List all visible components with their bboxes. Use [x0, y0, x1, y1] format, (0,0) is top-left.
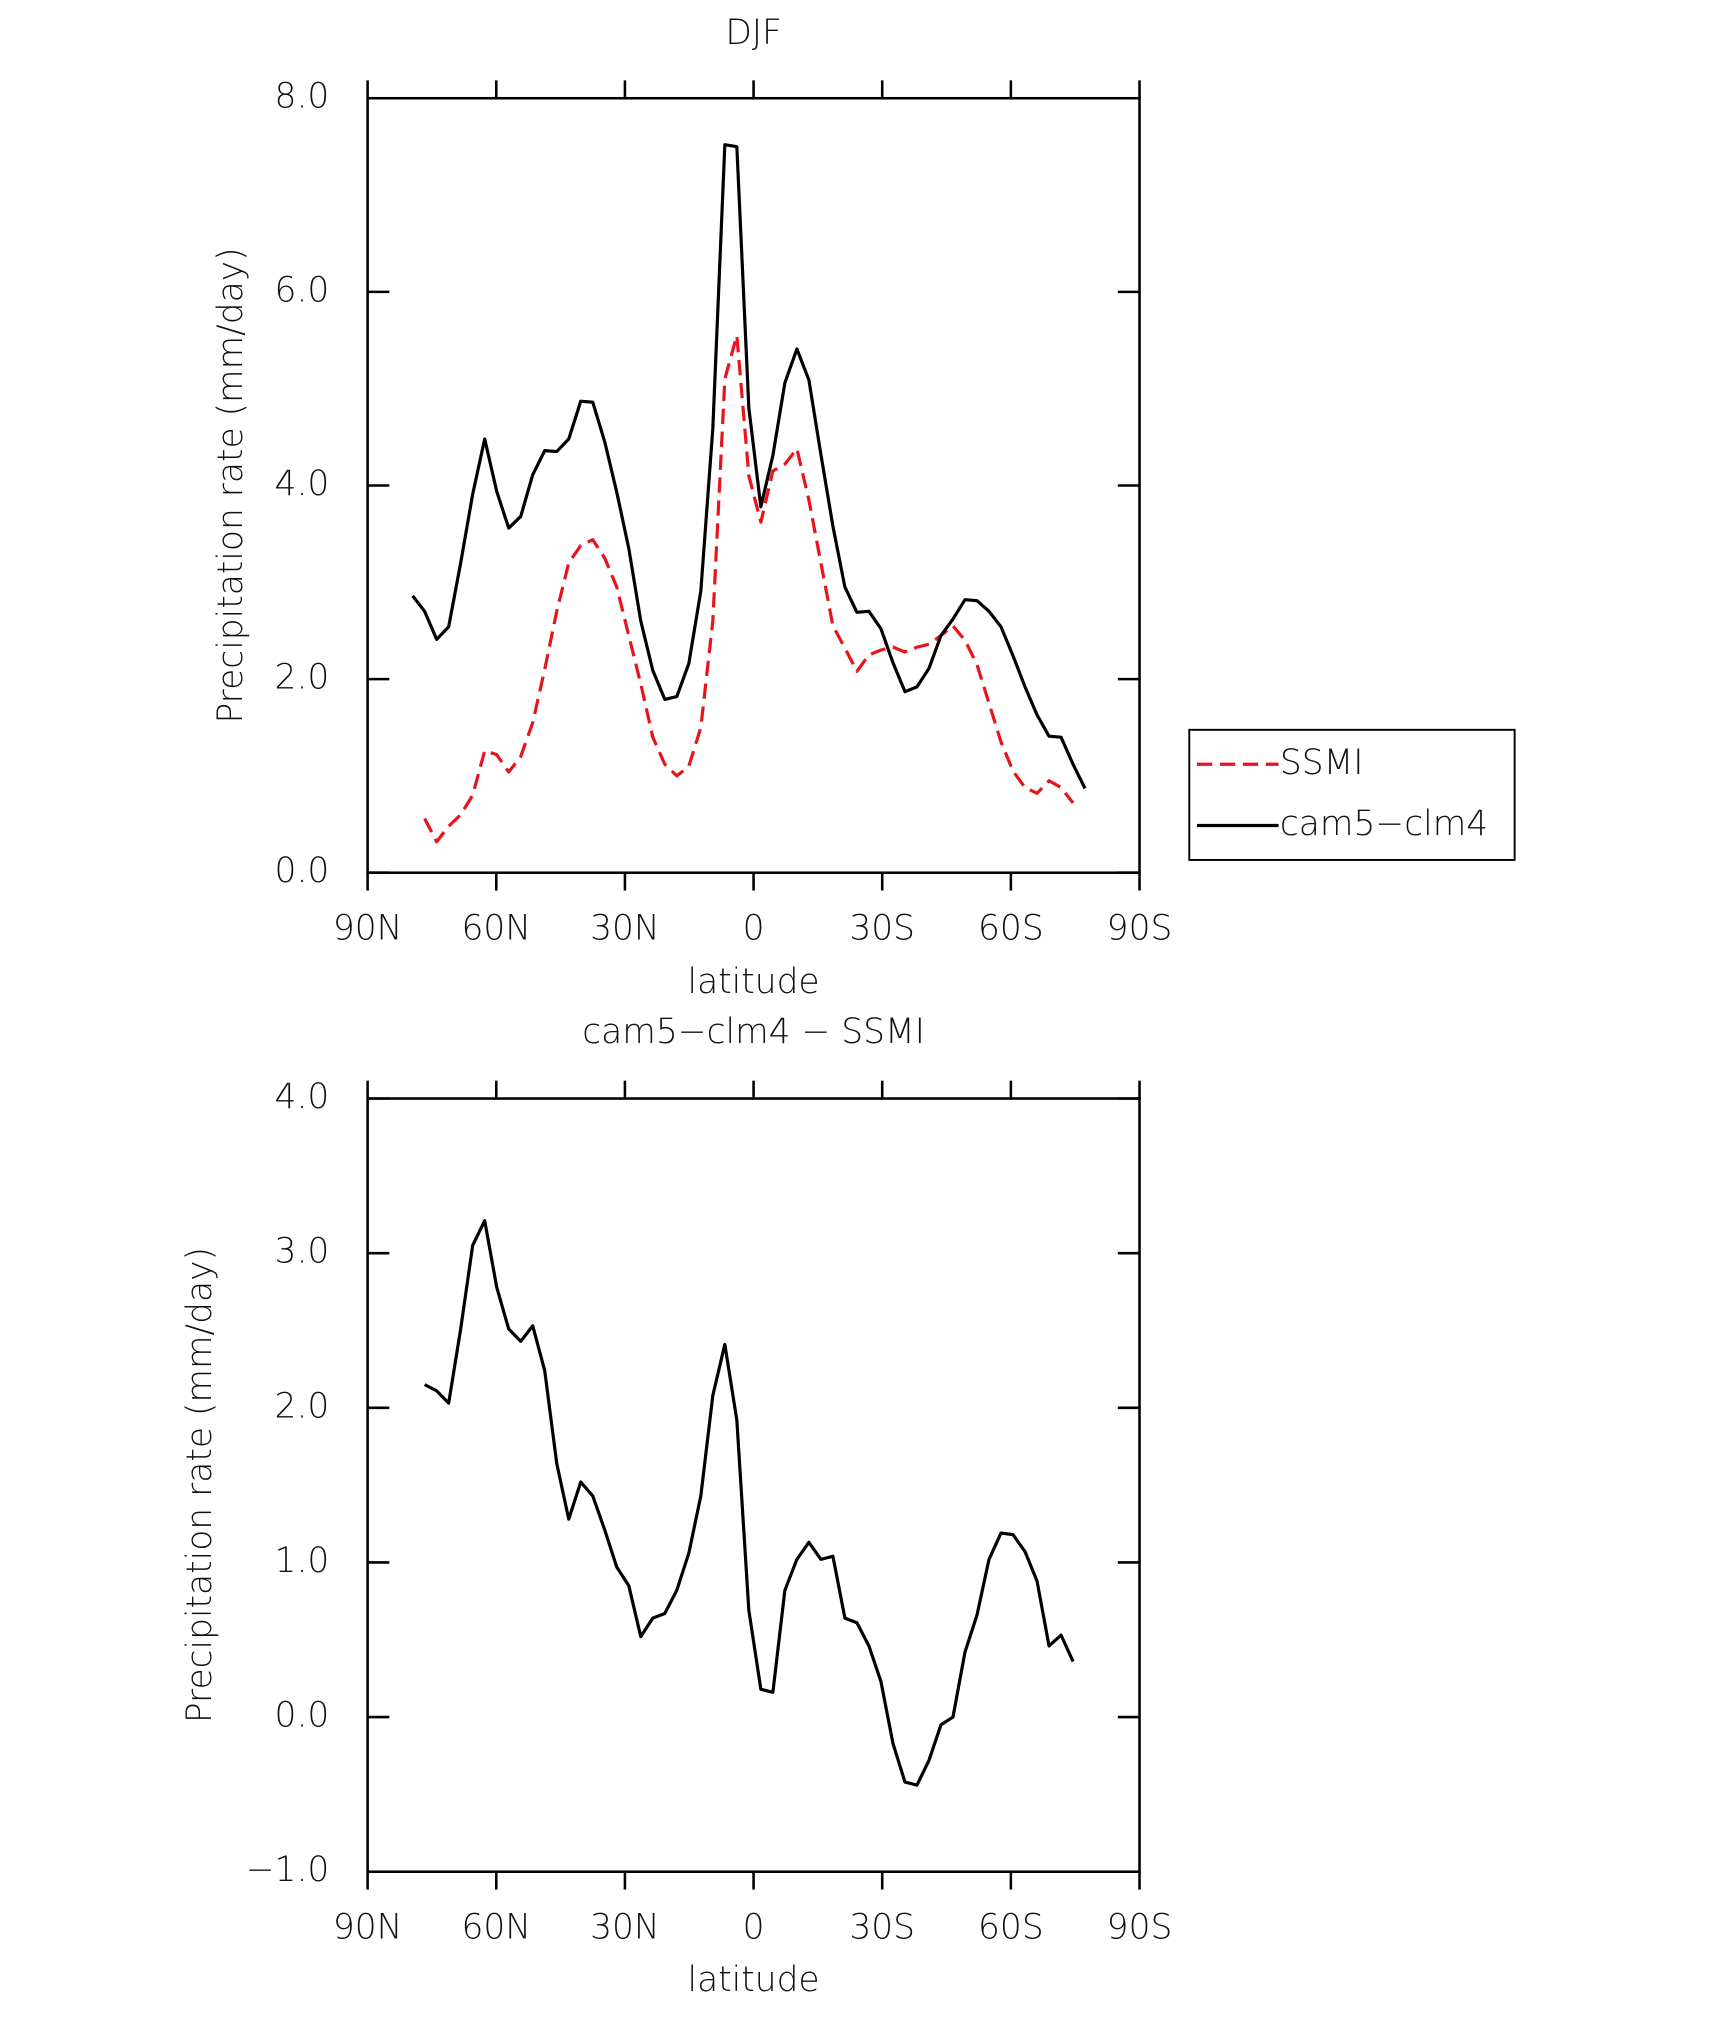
- chart-title: DJF: [725, 13, 781, 53]
- data-line: [423, 333, 1075, 844]
- y-tick-label: 3.0: [275, 1232, 330, 1272]
- chart-title: cam5−clm4 − SSMI: [582, 1012, 925, 1052]
- y-tick-label: 0.0: [275, 851, 330, 891]
- x-tick-label: 30S: [849, 1908, 915, 1948]
- legend-label: SSMI: [1280, 743, 1364, 783]
- x-tick-label: 0: [743, 909, 765, 949]
- x-tick-label: 90N: [333, 1908, 403, 1948]
- y-tick-label: 4.0: [275, 1077, 330, 1117]
- y-axis-label: Precipitation rate (mm/day): [211, 247, 251, 723]
- legend-label: cam5−clm4: [1280, 804, 1488, 844]
- y-tick-label: 0.0: [275, 1696, 330, 1736]
- x-tick-label: 0: [743, 1908, 765, 1948]
- x-tick-label: 90S: [1107, 1908, 1173, 1948]
- y-axis-label: Precipitation rate (mm/day): [180, 1247, 220, 1723]
- x-tick-label: 90N: [333, 909, 403, 949]
- x-tick-label: 30S: [849, 909, 915, 949]
- y-tick-label: 6.0: [275, 270, 330, 310]
- x-tick-label: 60S: [978, 1908, 1044, 1948]
- y-tick-label: 8.0: [275, 77, 330, 117]
- plot-frame: [366, 1097, 1141, 1873]
- x-tick-label: 30N: [590, 909, 660, 949]
- y-tick-label: 4.0: [275, 464, 330, 504]
- y-tick-label: 1.0: [275, 1541, 330, 1581]
- y-tick-label: 2.0: [275, 658, 330, 698]
- x-axis-label: latitude: [688, 962, 820, 1002]
- x-tick-label: 60N: [461, 1908, 531, 1948]
- y-tick-label: −1.0: [246, 1850, 330, 1890]
- data-line: [423, 1219, 1075, 1787]
- y-tick-label: 2.0: [275, 1386, 330, 1426]
- x-tick-label: 60N: [461, 909, 531, 949]
- data-line: [411, 143, 1087, 790]
- x-tick-label: 90S: [1107, 909, 1173, 949]
- x-tick-label: 30N: [590, 1908, 660, 1948]
- x-axis-label: latitude: [688, 1960, 820, 2000]
- x-tick-label: 60S: [978, 909, 1044, 949]
- legend-box: [1188, 728, 1516, 861]
